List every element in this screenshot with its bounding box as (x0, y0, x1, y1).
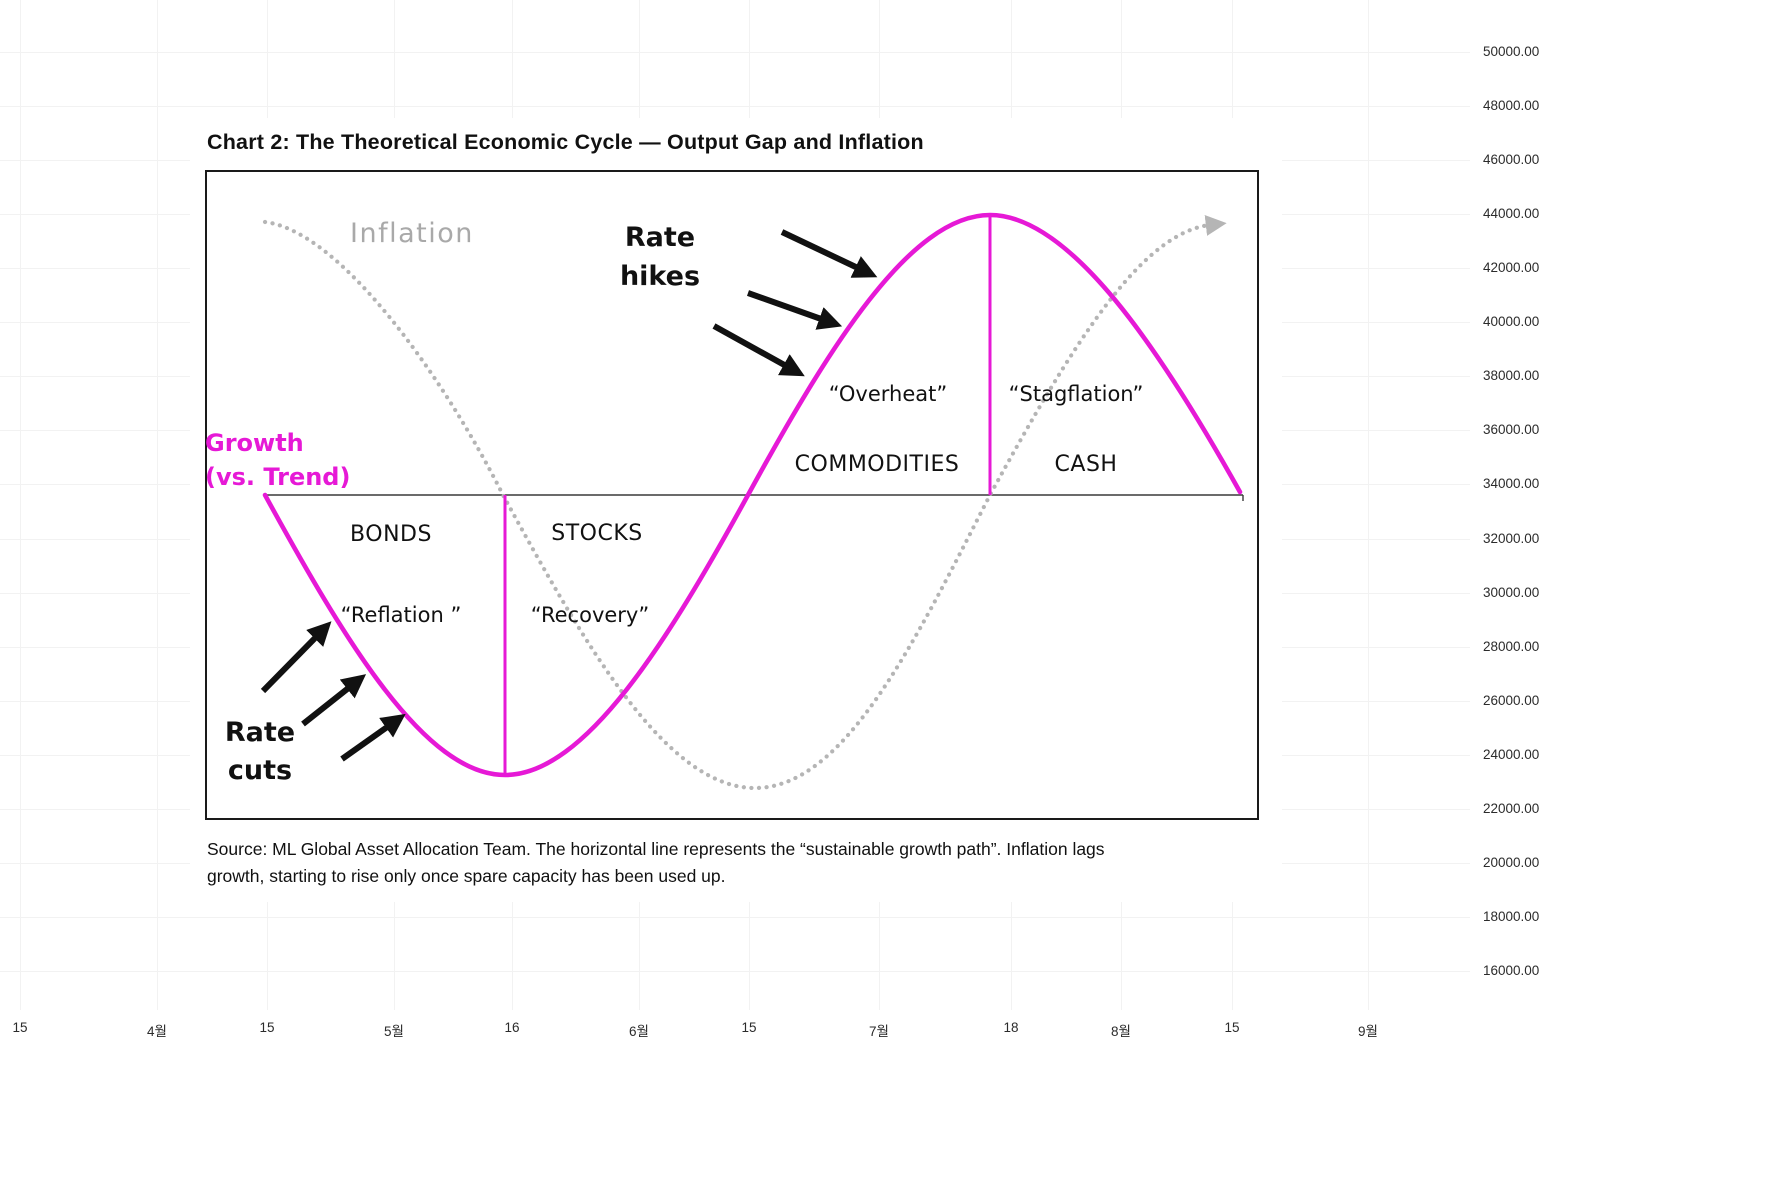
time-axis-label: 15 (259, 1020, 275, 1035)
price-axis-label: 44000.00 (1483, 206, 1540, 222)
inflation-curve (262, 215, 1227, 791)
vertical-gridline (1368, 0, 1369, 1010)
price-axis-label: 18000.00 (1483, 908, 1540, 924)
growth-curve-label: Growth (vs. Trend) (205, 426, 350, 494)
time-axis-label: 15 (12, 1020, 28, 1035)
rate-cuts-line1: Rate (224, 717, 296, 748)
time-axis-label: 8월 (1111, 1024, 1131, 1039)
phase-reflation-label: “Reflation ” (340, 603, 462, 627)
cycle-curves-svg (260, 212, 1244, 791)
inflation-curve-label: Inflation (350, 218, 474, 249)
quadrant-commodities-label: COMMODITIES (794, 452, 960, 477)
price-axis-label: 50000.00 (1483, 44, 1540, 59)
rate-hikes-line1: Rate (624, 222, 696, 253)
rate-hikes-line2: hikes (619, 261, 701, 292)
time-axis-label: 7월 (869, 1024, 889, 1039)
price-axis-label: 22000.00 (1483, 800, 1540, 816)
price-axis-label: 40000.00 (1483, 314, 1540, 330)
horizontal-gridline (0, 971, 1470, 973)
vertical-gridline (157, 0, 158, 1010)
rate-cuts-line2: cuts (227, 755, 293, 786)
growth-label-line1: Growth (205, 429, 304, 457)
time-axis-label: 6월 (629, 1024, 649, 1039)
quadrant-stocks-label: STOCKS (551, 521, 643, 546)
time-axis-label: 5월 (384, 1024, 404, 1039)
phase-overheat-label: “Overheat” (828, 382, 948, 406)
growth-curve (262, 212, 1243, 778)
price-axis-label: 42000.00 (1483, 260, 1540, 276)
time-axis-label: 15 (741, 1020, 757, 1035)
time-axis-label: 4월 (147, 1024, 167, 1039)
price-axis-label: 48000.00 (1483, 98, 1540, 114)
phase-recovery-label: “Recovery” (530, 603, 650, 627)
vertical-gridline (20, 0, 21, 1010)
rate-cuts-arrows (260, 621, 406, 762)
horizontal-gridline (0, 52, 1470, 53)
price-axis-label: 20000.00 (1483, 854, 1540, 870)
horizontal-gridline (0, 916, 1470, 918)
price-axis-label: 34000.00 (1483, 476, 1540, 492)
time-axis-label: 18 (1003, 1020, 1019, 1035)
price-axis-label: 24000.00 (1483, 746, 1540, 762)
figure-title: Chart 2: The Theoretical Economic Cycle … (207, 130, 924, 154)
price-axis-label: 16000.00 (1483, 963, 1540, 979)
phase-stagflation-label: “Stagflation” (1008, 382, 1144, 406)
time-axis-label: 16 (504, 1020, 520, 1035)
rate-hikes-arrows (712, 229, 878, 377)
quadrant-bonds-label: BONDS (350, 522, 432, 547)
rate-hikes-label: Rate hikes (590, 218, 730, 296)
economic-cycle-figure: Chart 2: The Theoretical Economic Cycle … (190, 118, 1282, 902)
source-note-line1: Source: ML Global Asset Allocation Team.… (207, 839, 1105, 859)
price-axis-label: 26000.00 (1483, 692, 1540, 708)
growth-label-line2: (vs. Trend) (205, 463, 351, 491)
horizontal-gridline (0, 106, 1470, 108)
source-note-line2: growth, starting to rise only once spare… (207, 866, 726, 886)
source-note: Source: ML Global Asset Allocation Team.… (207, 836, 1247, 890)
figure-border-box (205, 170, 1259, 820)
rate-cuts-label: Rate cuts (210, 714, 310, 790)
price-axis[interactable]: 50000.00 48000.00 46000.00 44000.00 42000.00… (1475, 0, 1575, 1010)
price-axis-label: 46000.00 (1483, 152, 1540, 168)
price-axis-label: 28000.00 (1483, 638, 1540, 654)
trend-line (265, 494, 1244, 501)
time-axis[interactable]: 15 4월 15 5월 16 6월 15 7월 18 8월 15 9월 (0, 1018, 1784, 1042)
quadrant-cash-label: CASH (1054, 452, 1118, 477)
time-axis-label: 9월 (1358, 1024, 1378, 1039)
price-axis-label: 36000.00 (1483, 422, 1540, 438)
price-axis-label: 30000.00 (1483, 584, 1540, 600)
price-axis-label: 32000.00 (1483, 530, 1540, 546)
price-axis-label: 38000.00 (1483, 368, 1540, 384)
time-axis-label: 15 (1224, 1020, 1240, 1035)
